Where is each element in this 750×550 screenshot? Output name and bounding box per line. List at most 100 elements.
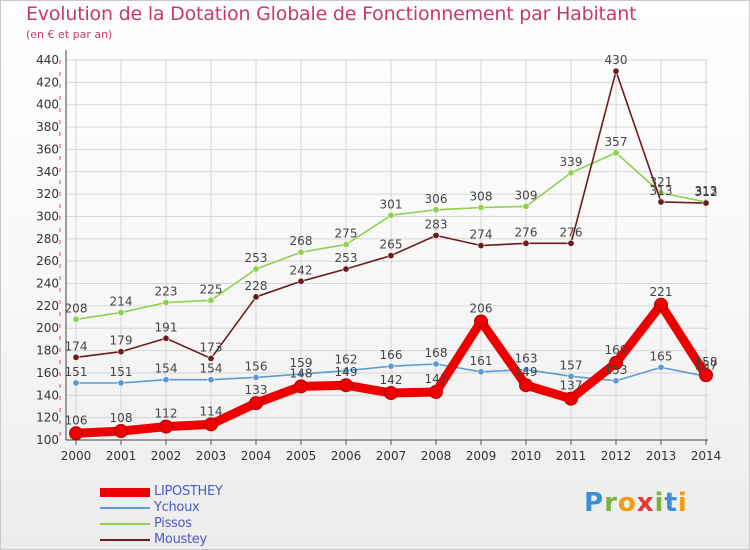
data-label-ychoux: 165	[650, 349, 673, 363]
data-point-pissos	[477, 204, 485, 212]
data-label-ychoux: 154	[155, 362, 178, 376]
chart-title: Evolution de la Dotation Globale de Fonc…	[26, 3, 637, 25]
data-point-liposthey	[474, 314, 488, 329]
x-tick-label: 2003	[196, 449, 227, 463]
data-label-pissos: 313	[695, 184, 718, 198]
data-label-liposthey: 137	[560, 379, 583, 393]
data-label-ychoux: 151	[110, 365, 133, 379]
data-point-moustey	[477, 242, 485, 250]
data-point-liposthey	[429, 384, 443, 399]
data-point-ychoux	[387, 362, 395, 370]
y-tick-label: 440	[36, 53, 59, 67]
data-point-liposthey	[564, 391, 578, 406]
legend-swatch-ychoux	[100, 507, 150, 509]
data-point-moustey	[432, 231, 440, 239]
chart-subtitle: (en € et par an)	[26, 28, 113, 41]
x-tick-label: 2012	[601, 449, 632, 463]
series-moustey	[72, 67, 710, 362]
y-tick-label: 300	[36, 209, 59, 223]
legend-item-ychoux: Ychoux	[100, 500, 360, 516]
data-point-moustey	[297, 277, 305, 285]
data-label-moustey: 242	[290, 263, 313, 277]
y-tick-label: 380	[36, 120, 59, 134]
x-tick-label: 2001	[106, 449, 137, 463]
data-label-moustey: 430	[605, 53, 628, 67]
data-point-ychoux	[432, 360, 440, 368]
data-point-moustey	[162, 334, 170, 342]
data-point-pissos	[117, 309, 125, 317]
data-point-ychoux	[117, 379, 125, 387]
data-label-liposthey: 112	[155, 407, 178, 421]
data-label-liposthey: 169	[605, 343, 628, 357]
data-point-liposthey	[699, 368, 713, 383]
data-label-pissos: 214	[110, 295, 133, 309]
legend-item-moustey: Moustey	[100, 532, 360, 548]
data-point-moustey	[567, 239, 575, 247]
y-tick-label: 140	[36, 388, 59, 402]
data-point-liposthey	[114, 424, 128, 439]
logo-letter: i	[677, 488, 688, 518]
data-point-moustey	[387, 252, 395, 260]
data-label-ychoux: 157	[560, 358, 583, 372]
data-point-liposthey	[384, 386, 398, 401]
data-label-moustey: 173	[200, 340, 223, 354]
data-point-pissos	[387, 211, 395, 219]
data-label-pissos: 253	[245, 251, 268, 265]
proxiti-logo: Proxiti	[584, 488, 688, 518]
data-labels: 106 108 112 114 133 148 149 142 143 206 149 137 169 2…	[65, 53, 718, 427]
x-tick-label: 2007	[376, 449, 407, 463]
data-label-ychoux: 161	[470, 354, 493, 368]
data-label-pissos: 268	[290, 234, 313, 248]
data-point-moustey	[702, 199, 710, 207]
data-point-ychoux	[342, 367, 350, 375]
data-point-liposthey	[294, 379, 308, 394]
data-point-liposthey	[69, 426, 83, 441]
data-point-pissos	[522, 202, 530, 210]
logo-letter: r	[604, 488, 618, 518]
data-label-liposthey: 133	[245, 383, 268, 397]
legend-item-pissos: Pissos	[100, 516, 360, 532]
x-tick-label: 2008	[421, 449, 452, 463]
data-label-pissos: 223	[155, 285, 178, 299]
data-point-moustey	[522, 239, 530, 247]
data-point-pissos	[432, 206, 440, 214]
data-label-moustey: 174	[65, 339, 88, 353]
y-tick-label: 120	[36, 411, 59, 425]
data-label-ychoux: 151	[65, 365, 88, 379]
data-point-liposthey	[654, 297, 668, 312]
y-tick-label: 260	[36, 254, 59, 268]
data-label-liposthey: 108	[110, 411, 133, 425]
data-point-pissos	[207, 296, 215, 304]
data-label-liposthey: 221	[650, 285, 673, 299]
logo-letter: x	[636, 488, 655, 518]
data-label-pissos: 357	[605, 135, 628, 149]
legend-swatch-moustey	[100, 539, 150, 541]
data-point-pissos	[297, 248, 305, 256]
data-point-ychoux	[252, 373, 260, 381]
data-point-pissos	[567, 169, 575, 177]
data-point-ychoux	[522, 366, 530, 374]
data-label-liposthey: 158	[695, 355, 718, 369]
data-label-pissos: 309	[515, 188, 538, 202]
data-point-pissos	[162, 299, 170, 307]
data-label-liposthey: 106	[65, 413, 88, 427]
legend-label-pissos: Pissos	[154, 516, 192, 531]
y-tick-label: 200	[36, 321, 59, 335]
data-label-ychoux: 159	[290, 356, 313, 370]
x-tick-label: 2013	[646, 449, 677, 463]
grid	[66, 59, 708, 441]
data-point-ychoux	[207, 376, 215, 384]
data-label-liposthey: 149	[335, 365, 358, 379]
data-point-liposthey	[609, 355, 623, 370]
logo-letter: i	[654, 488, 665, 518]
data-label-ychoux: 156	[245, 359, 268, 373]
data-point-ychoux	[297, 370, 305, 378]
data-point-ychoux	[567, 372, 575, 380]
data-label-liposthey: 149	[515, 365, 538, 379]
y-tick-label: 220	[36, 299, 59, 313]
data-label-pissos: 308	[470, 190, 493, 204]
data-point-moustey	[72, 353, 80, 361]
data-label-moustey: 179	[110, 334, 133, 348]
data-label-pissos: 225	[200, 282, 223, 296]
series-lines	[69, 67, 713, 441]
